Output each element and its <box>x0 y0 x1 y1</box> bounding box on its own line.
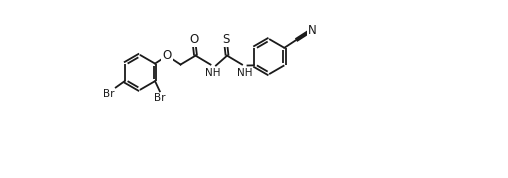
Text: S: S <box>222 33 230 46</box>
Text: O: O <box>163 49 172 62</box>
Text: NH: NH <box>237 68 252 78</box>
Text: Br: Br <box>103 89 114 99</box>
Text: Br: Br <box>154 93 166 103</box>
Text: N: N <box>308 24 316 37</box>
Text: NH: NH <box>205 68 220 78</box>
Text: O: O <box>189 33 199 46</box>
